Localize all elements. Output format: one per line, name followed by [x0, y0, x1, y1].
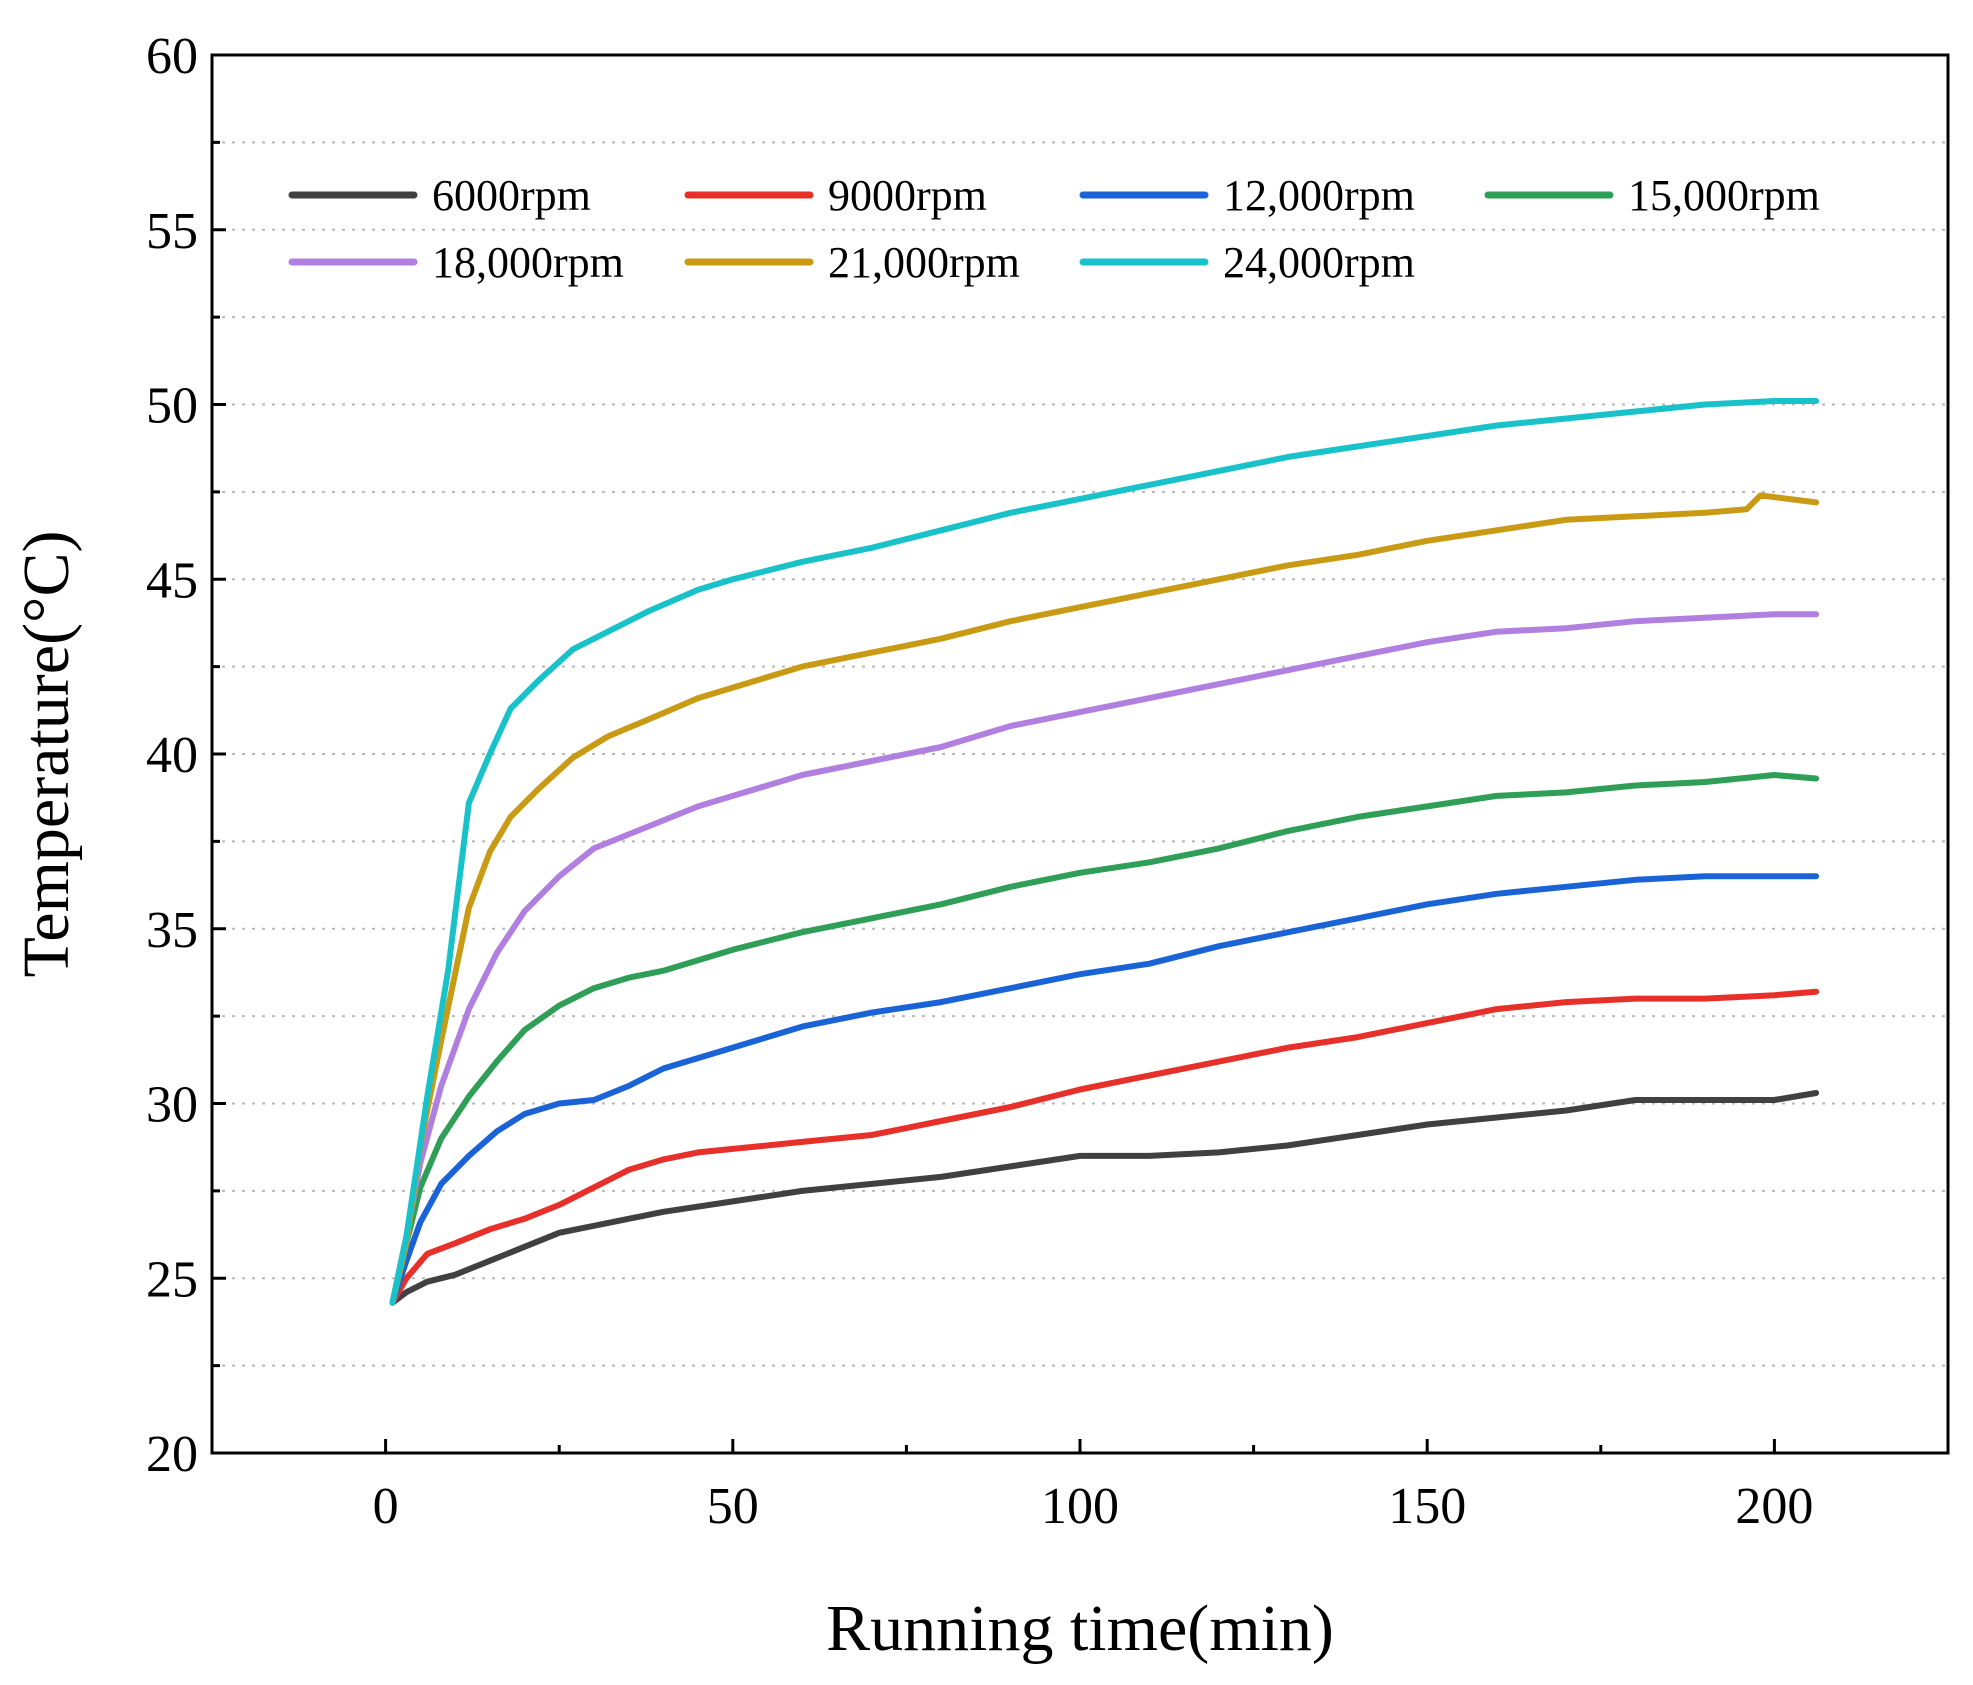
x-tick-label: 200 — [1735, 1478, 1813, 1535]
series-line-6000rpm — [389, 1090, 1820, 1306]
y-tick-label: 60 — [146, 28, 198, 85]
series-line-24000rpm — [389, 398, 1820, 1306]
x-tick-label: 50 — [707, 1478, 759, 1535]
series-line-21000rpm — [389, 492, 1820, 1306]
y-tick-label: 25 — [146, 1251, 198, 1308]
series-line-18000rpm — [389, 611, 1820, 1306]
legend-label: 12,000rpm — [1223, 171, 1415, 220]
legend-label: 21,000rpm — [828, 238, 1020, 287]
y-tick-label: 20 — [146, 1426, 198, 1483]
x-tick-label: 150 — [1388, 1478, 1466, 1535]
grid-lines — [212, 141, 1948, 1367]
y-tick-label: 45 — [146, 552, 198, 609]
x-tick-label: 100 — [1041, 1478, 1119, 1535]
legend-label: 9000rpm — [828, 171, 987, 220]
legend-label: 15,000rpm — [1628, 171, 1820, 220]
y-tick-label: 35 — [146, 902, 198, 959]
x-tick-label: 0 — [373, 1478, 399, 1535]
y-tick-label: 30 — [146, 1077, 198, 1134]
series-lines — [389, 398, 1820, 1306]
series-line-12000rpm — [389, 873, 1820, 1306]
series-line-9000rpm — [389, 988, 1820, 1306]
axis-ticks: 20 25 30 35 40 45 50 55 60 0 50 100 150 200 — [146, 28, 1813, 1535]
y-tick-label: 40 — [146, 727, 198, 784]
series-line-15000rpm — [389, 772, 1820, 1306]
y-tick-label: 50 — [146, 378, 198, 435]
x-axis-title: Running time(min) — [826, 1592, 1334, 1665]
legend-label: 18,000rpm — [432, 238, 624, 287]
legend-label: 6000rpm — [432, 171, 591, 220]
y-axis-title: Temperature(°C) — [10, 531, 83, 978]
y-tick-label: 55 — [146, 203, 198, 260]
legend-label: 24,000rpm — [1223, 238, 1415, 287]
legend: 6000rpm 9000rpm 12,000rpm 15,000rpm 18,000rp… — [288, 171, 1820, 287]
